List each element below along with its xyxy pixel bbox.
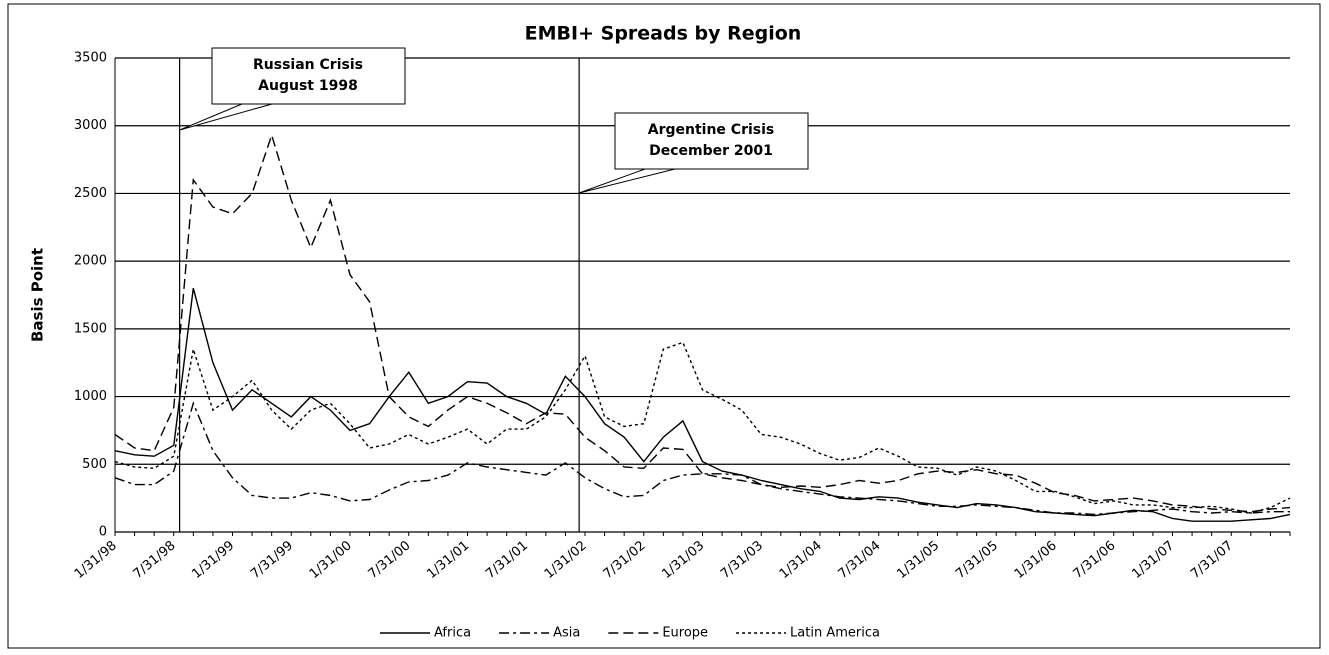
y-tick-label: 2500	[74, 186, 107, 201]
x-tick-label: 1/31/99	[189, 538, 237, 582]
y-tick-label: 1500	[74, 321, 107, 336]
callout-pointer	[179, 103, 273, 131]
x-tick-label: 7/31/04	[836, 538, 884, 582]
x-tick-label: 1/31/05	[894, 538, 942, 582]
series-line	[114, 341, 1291, 514]
legend-label: Asia	[553, 626, 580, 641]
series-line	[114, 288, 1291, 522]
x-tick-label: 7/31/06	[1071, 538, 1119, 582]
chart-title: EMBI+ Spreads by Region	[525, 23, 802, 45]
legend-label: Latin America	[790, 626, 880, 641]
x-tick-label: 7/31/00	[366, 538, 414, 582]
x-tick-label: 7/31/98	[131, 538, 179, 582]
x-tick-label: 7/31/03	[718, 538, 766, 582]
x-tick-label: 1/31/04	[777, 538, 825, 582]
x-tick-label: 7/31/05	[953, 538, 1001, 582]
x-tick-label: 1/31/03	[659, 538, 707, 582]
annotation-text: Argentine Crisis	[648, 122, 775, 138]
x-tick-label: 1/31/00	[307, 538, 355, 582]
annotation-box	[614, 112, 809, 170]
legend-label: Africa	[434, 626, 471, 641]
x-tick-label: 1/31/98	[72, 538, 120, 582]
x-tick-label: 7/31/01	[483, 538, 531, 582]
callout-pointer	[578, 168, 676, 194]
series-line	[114, 132, 1291, 513]
annotation-text: August 1998	[258, 78, 358, 94]
y-tick-label: 3500	[74, 51, 107, 66]
y-tick-label: 1000	[74, 389, 107, 404]
legend-label: Europe	[662, 626, 708, 641]
annotation-box	[211, 47, 406, 105]
annotation-text: Russian Crisis	[253, 57, 363, 73]
y-axis-label: Basis Point	[29, 248, 47, 342]
x-tick-label: 1/31/06	[1012, 538, 1060, 582]
x-tick-label: 7/31/07	[1188, 538, 1236, 582]
chart-frame	[7, 3, 1321, 649]
annotation-text: December 2001	[649, 143, 773, 159]
x-tick-label: 1/31/02	[542, 538, 590, 582]
y-tick-label: 2000	[74, 254, 107, 269]
x-tick-label: 7/31/99	[248, 538, 296, 582]
x-tick-label: 1/31/01	[424, 538, 472, 582]
y-tick-label: 500	[82, 457, 107, 472]
x-tick-label: 1/31/07	[1129, 538, 1177, 582]
y-tick-label: 3000	[74, 118, 107, 133]
x-tick-label: 7/31/02	[601, 538, 649, 582]
series-line	[114, 401, 1290, 516]
y-tick-label: 0	[99, 525, 107, 540]
